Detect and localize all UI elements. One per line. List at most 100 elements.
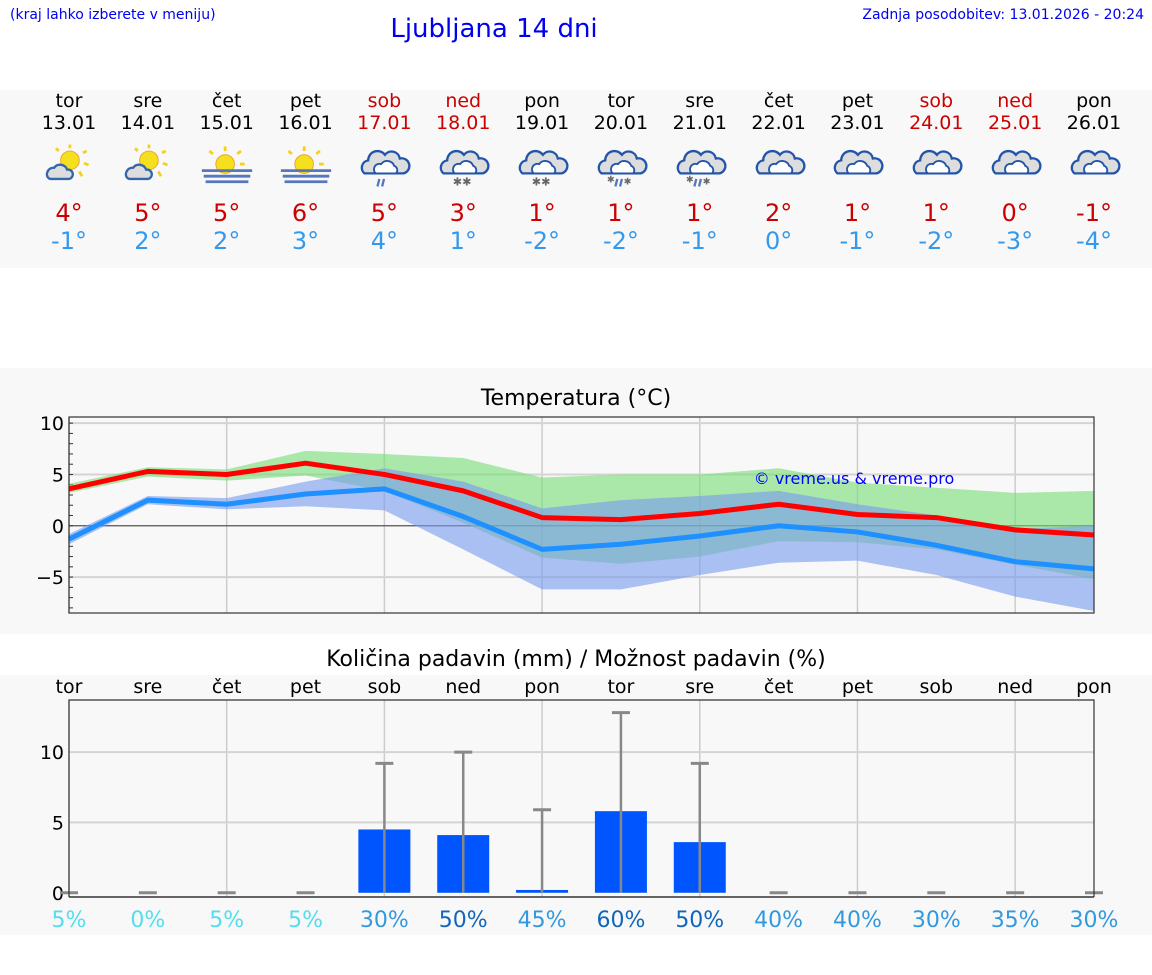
high-temp: 1°	[686, 199, 714, 227]
day-name: čet	[763, 90, 794, 112]
day-column: pet 23.01 1° -1°	[817, 90, 897, 268]
x-day-label: pon	[524, 676, 560, 698]
day-name: sre	[133, 90, 163, 112]
day-date: 26.01	[1066, 112, 1122, 134]
day-name: tor	[607, 90, 635, 112]
precip-probability: 40%	[833, 908, 882, 933]
day-name: ned	[445, 90, 482, 112]
high-temp: 1°	[528, 199, 556, 227]
high-temp: 0°	[1001, 199, 1029, 227]
cloud-snow-icon: ✱✱	[518, 149, 569, 188]
last-updated: Zadnja posodobitev: 13.01.2026 - 20:24	[862, 7, 1144, 23]
day-column: čet 15.01 5° 2°	[187, 90, 267, 268]
precip-probability: 0%	[130, 908, 165, 933]
high-temp: 1°	[607, 199, 635, 227]
high-temp: -1°	[1076, 199, 1112, 227]
day-date: 15.01	[199, 112, 254, 134]
day-name: pon	[524, 90, 560, 112]
plot-frame	[68, 416, 1095, 614]
partly-cloudy-icon	[45, 144, 90, 181]
partly-cloudy-icon	[124, 144, 168, 181]
day-name: pet	[841, 90, 874, 112]
precip-probability: 5%	[288, 908, 323, 933]
low-temp: -1°	[839, 227, 876, 255]
day-column: pet 16.01 6° 3°	[266, 90, 346, 268]
x-day-label: sob	[368, 676, 402, 698]
precip-probability: 30%	[1070, 908, 1119, 933]
precip-probability: 5%	[52, 908, 87, 933]
day-column: sob 24.01 1° -2°	[896, 90, 976, 268]
low-temp: 2°	[134, 227, 162, 255]
day-column: sre 14.01 5° 2°	[108, 90, 188, 268]
x-day-label: ned	[997, 676, 1033, 698]
low-temp: 2°	[213, 227, 241, 255]
high-temp: 6°	[291, 199, 320, 227]
cloudy-icon	[755, 149, 806, 175]
precip-probability: 30%	[360, 908, 409, 933]
day-date: 21.01	[672, 112, 727, 134]
cloudy-icon	[912, 149, 963, 175]
svg-text:✱: ✱	[703, 177, 711, 188]
cloudy-icon	[834, 149, 884, 175]
precip-probability: 50%	[675, 908, 724, 933]
watermark: © vreme.us & vreme.pro	[754, 469, 955, 488]
day-name: ned	[997, 90, 1034, 112]
day-column: čet 22.01 2° 0°	[739, 90, 819, 268]
precip-probability: 35%	[991, 908, 1040, 933]
precip-probability: 30%	[912, 908, 961, 933]
x-day-label: pet	[290, 676, 321, 698]
x-day-label: tor	[56, 676, 83, 698]
low-temp: 3°	[291, 227, 320, 255]
x-day-label: pon	[1076, 676, 1112, 698]
low-temp: -3°	[997, 227, 1034, 255]
x-day-label: sob	[920, 676, 954, 698]
high-temp: 5°	[213, 199, 241, 227]
day-name: sob	[367, 90, 402, 112]
page-title: Ljubljana 14 dni	[390, 14, 598, 44]
day-date: 22.01	[751, 112, 806, 134]
day-name: čet	[211, 90, 242, 112]
temperature-chart: 10 5 0 −5 © vreme.us & vreme.pro	[36, 413, 1095, 614]
temperature-chart-title: Temperatura (°C)	[480, 386, 672, 411]
high-temp: 1°	[922, 199, 950, 227]
day-column: sre 21.01 ✱ ✱ 1° -1°	[660, 90, 740, 268]
day-date: 19.01	[514, 112, 570, 134]
x-day-label: sre	[133, 676, 162, 698]
high-temp: 1°	[843, 199, 872, 227]
y-tick-label: 5	[52, 812, 64, 834]
svg-text:✱: ✱	[686, 175, 694, 186]
day-date: 20.01	[593, 112, 649, 134]
low-temp: 1°	[449, 227, 477, 255]
precip-probability: 60%	[596, 908, 645, 933]
svg-text:✱: ✱	[624, 177, 632, 188]
sun-fog-icon	[280, 146, 331, 184]
day-column: pon 19.01 ✱✱ 1° -2°	[502, 90, 582, 268]
x-day-label: ned	[445, 676, 481, 698]
high-temp: 5°	[134, 199, 162, 227]
low-temp: -2°	[524, 227, 561, 255]
precip-probability: 5%	[209, 908, 244, 933]
precipitation-chart-title: Količina padavin (mm) / Možnost padavin …	[0, 647, 1152, 675]
day-date: 17.01	[357, 112, 412, 134]
day-name: sob	[919, 90, 954, 112]
day-column: ned 18.01 ✱✱ 3° 1°	[423, 90, 503, 268]
day-name: tor	[55, 90, 83, 112]
day-column: pon 26.01 -1° -4°	[1054, 90, 1134, 268]
day-date: 18.01	[436, 112, 491, 134]
high-temp: 3°	[449, 199, 477, 227]
y-tick-label: 0	[52, 516, 64, 538]
cloudy-icon	[1070, 149, 1121, 175]
sun-fog-icon	[201, 146, 252, 184]
day-column: ned 25.01 0° -3°	[975, 90, 1055, 268]
day-date: 14.01	[120, 112, 176, 134]
svg-text:✱: ✱	[607, 175, 615, 186]
day-date: 16.01	[278, 112, 333, 134]
low-temp: 0°	[764, 227, 793, 255]
high-temp: 5°	[370, 199, 399, 227]
precip-probability: 50%	[439, 908, 488, 933]
min-temp-line	[67, 486, 1095, 572]
y-tick-label: −5	[36, 567, 64, 589]
max-temp-line	[68, 460, 1095, 538]
cloud-rain-icon	[361, 149, 411, 187]
y-tick-label: 5	[52, 464, 64, 486]
